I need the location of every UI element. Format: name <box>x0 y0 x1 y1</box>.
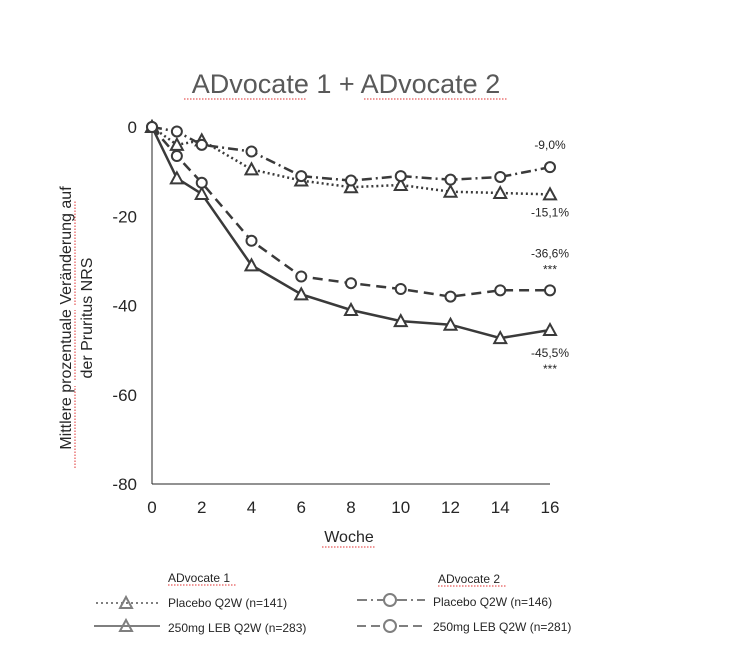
x-tick-label: 2 <box>197 498 206 517</box>
x-tick-label: 4 <box>247 498 256 517</box>
end-value-label: -9,0% <box>534 138 566 152</box>
chart-title: ADvocate 1 + ADvocate 2 <box>192 69 500 99</box>
data-point <box>444 173 457 186</box>
data-point <box>492 329 508 345</box>
legend-label-placebo-adv2: Placebo Q2W (n=146) <box>433 595 552 609</box>
data-point <box>494 284 507 297</box>
data-point <box>245 145 258 158</box>
data-point <box>295 270 308 283</box>
y-axis-label-line2: der Pruritus NRS <box>79 258 96 379</box>
data-point <box>293 286 309 301</box>
series-line <box>151 126 550 298</box>
legend: ADvocate 1 ADvocate 2 Placebo Q2W (n=141… <box>94 571 571 635</box>
data-point <box>393 176 409 192</box>
x-tick-label: 0 <box>147 498 156 517</box>
legend-group1-title: ADvocate 1 <box>168 571 230 585</box>
y-tick-label: 0 <box>128 118 137 137</box>
x-tick-label: 10 <box>391 498 410 517</box>
data-point <box>542 321 558 337</box>
series-line <box>150 126 551 340</box>
data-point <box>195 176 208 189</box>
y-ticks: 0 -20 -40 -60 -80 <box>112 118 137 494</box>
data-point <box>393 313 409 328</box>
x-tick-label: 6 <box>297 498 306 517</box>
data-point <box>542 186 558 201</box>
legend-triangle-icon <box>118 594 134 609</box>
data-point <box>544 161 556 174</box>
data-point <box>343 301 359 316</box>
y-tick-label: -20 <box>112 207 137 226</box>
data-point <box>169 170 185 185</box>
data-point <box>195 138 208 151</box>
data-point <box>243 257 260 272</box>
data-point <box>194 185 210 200</box>
legend-label-leb-adv2: 250mg LEB Q2W (n=281) <box>433 620 571 634</box>
end-value-label: -36,6% <box>531 246 569 260</box>
x-tick-label: 14 <box>491 498 510 517</box>
data-point <box>394 170 407 183</box>
legend-circle-icon <box>383 593 397 607</box>
x-tick-label: 16 <box>541 498 560 517</box>
legend-circle-icon <box>383 619 397 633</box>
data-point <box>245 234 258 247</box>
legend-group2-title: ADvocate 2 <box>438 572 500 586</box>
y-axis-label-line1: Mittlere prozentuale Veränderung auf <box>58 186 75 450</box>
series-leb_adv1 <box>144 118 558 345</box>
x-axis-label: Woche <box>324 529 374 546</box>
significance-label: *** <box>543 362 557 376</box>
data-point <box>146 121 158 133</box>
y-tick-label: -80 <box>112 475 137 494</box>
y-tick-label: -40 <box>112 297 137 316</box>
series-leb_adv2 <box>146 121 556 303</box>
data-point <box>494 170 507 183</box>
data-point <box>442 316 459 331</box>
axes <box>151 127 550 485</box>
data-point <box>343 179 359 194</box>
data-point <box>243 161 260 176</box>
x-ticks: 0 2 4 6 8 10 12 14 16 <box>147 498 559 517</box>
data-point <box>544 284 556 297</box>
data-point <box>345 277 357 290</box>
series-group <box>144 118 558 345</box>
data-point <box>170 150 183 163</box>
data-point <box>345 174 357 187</box>
series-placebo_adv2 <box>146 121 556 187</box>
data-point <box>444 290 457 303</box>
legend-label-leb-adv1: 250mg LEB Q2W (n=283) <box>168 621 306 635</box>
x-tick-label: 8 <box>346 498 355 517</box>
data-point <box>169 136 185 151</box>
legend-label-placebo-adv1: Placebo Q2W (n=141) <box>168 596 287 610</box>
x-tick-label: 12 <box>441 498 460 517</box>
y-axis-label: Mittlere prozentuale Veränderung auf der… <box>58 186 96 450</box>
data-point <box>170 125 183 138</box>
significance-label: *** <box>543 262 557 276</box>
data-point <box>442 183 459 198</box>
y-tick-label: -60 <box>112 386 137 405</box>
end-value-label: -45,5% <box>531 346 569 360</box>
end-labels: -9,0% -15,1% -36,6% *** -45,5% *** <box>531 138 569 376</box>
data-point <box>492 184 508 200</box>
legend-triangle-icon <box>118 617 134 632</box>
data-point <box>394 282 407 295</box>
data-point <box>295 170 308 183</box>
end-value-label: -15,1% <box>531 205 569 219</box>
series-line <box>151 125 551 182</box>
